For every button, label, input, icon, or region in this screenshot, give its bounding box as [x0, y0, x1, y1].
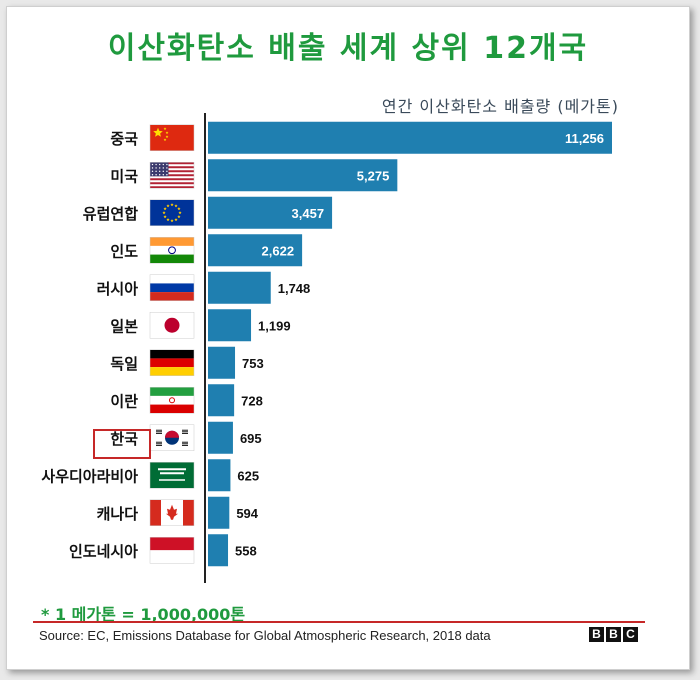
russia-flag	[149, 274, 195, 301]
chart-title: 이산화탄소 배출 세계 상위 12개국	[107, 31, 589, 66]
bar-2	[208, 196, 333, 229]
value-label: 695	[240, 431, 262, 446]
category-label: 유럽연합	[83, 205, 138, 223]
category-label: 미국	[110, 167, 138, 185]
value-label: 1,199	[258, 318, 291, 333]
bar-1	[208, 159, 398, 192]
category-label: 중국	[110, 130, 138, 148]
value-label: 753	[242, 356, 264, 371]
saudi-flag	[149, 462, 195, 489]
value-label: 594	[236, 506, 258, 521]
category-label: 일본	[110, 317, 138, 335]
bar-9	[208, 459, 231, 492]
germany-flag	[149, 349, 195, 376]
bar-0	[208, 121, 612, 154]
value-label: 625	[237, 468, 259, 483]
bbc-logo-letter: B	[589, 627, 604, 642]
value-label: 3,457	[292, 206, 325, 221]
value-label: 5,275	[357, 168, 390, 183]
category-label: 인도네시아	[69, 542, 138, 560]
bbc-logo-letter: B	[606, 627, 621, 642]
chart-subtitle: 연간 이산화탄소 배출량 (메가톤)	[381, 97, 619, 116]
bar-6	[208, 346, 236, 379]
chart-card: 이산화탄소 배출 세계 상위 12개국 연간 이산화탄소 배출량 (메가톤) 1…	[6, 6, 690, 670]
category-label: 이란	[110, 392, 138, 410]
china-flag	[149, 124, 195, 151]
value-label: 728	[241, 393, 263, 408]
category-label: 캐나다	[97, 505, 139, 523]
category-label: 러시아	[97, 280, 139, 298]
usa-flag	[149, 162, 195, 189]
india-flag	[149, 237, 195, 264]
korea-highlight-box	[93, 429, 151, 459]
bar-5	[208, 309, 252, 342]
bar-3	[208, 234, 303, 267]
value-label: 1,748	[278, 281, 311, 296]
bar-7	[208, 384, 235, 417]
bar-4	[208, 271, 271, 304]
source-note: Source: EC, Emissions Database for Globa…	[39, 628, 491, 643]
divider-line	[33, 621, 645, 623]
value-label: 558	[235, 543, 257, 558]
value-label: 2,622	[262, 243, 295, 258]
canada-flag	[149, 499, 195, 526]
value-label: 11,256	[565, 131, 604, 146]
iran-flag	[149, 387, 195, 414]
category-label: 한국	[110, 430, 138, 448]
bar-chart: 11,256 중국 5,275 미국 3,457 유럽연합 2,622 인도 1,748 러시아 1…	[41, 113, 612, 583]
category-label: 독일	[110, 355, 138, 373]
unit-footnote: * 1 메가톤 = 1,000,000톤	[41, 605, 246, 624]
category-label: 인도	[110, 242, 138, 260]
bar-11	[208, 534, 229, 567]
bbc-logo: B B C	[589, 627, 638, 642]
category-label: 사우디아라비아	[41, 467, 138, 485]
bar-8	[208, 421, 233, 454]
japan-flag	[149, 312, 195, 339]
eu-flag	[149, 199, 195, 226]
bar-10	[208, 496, 230, 529]
korea-flag	[149, 424, 195, 451]
indonesia-flag	[149, 537, 195, 564]
bbc-logo-letter: C	[623, 627, 638, 642]
